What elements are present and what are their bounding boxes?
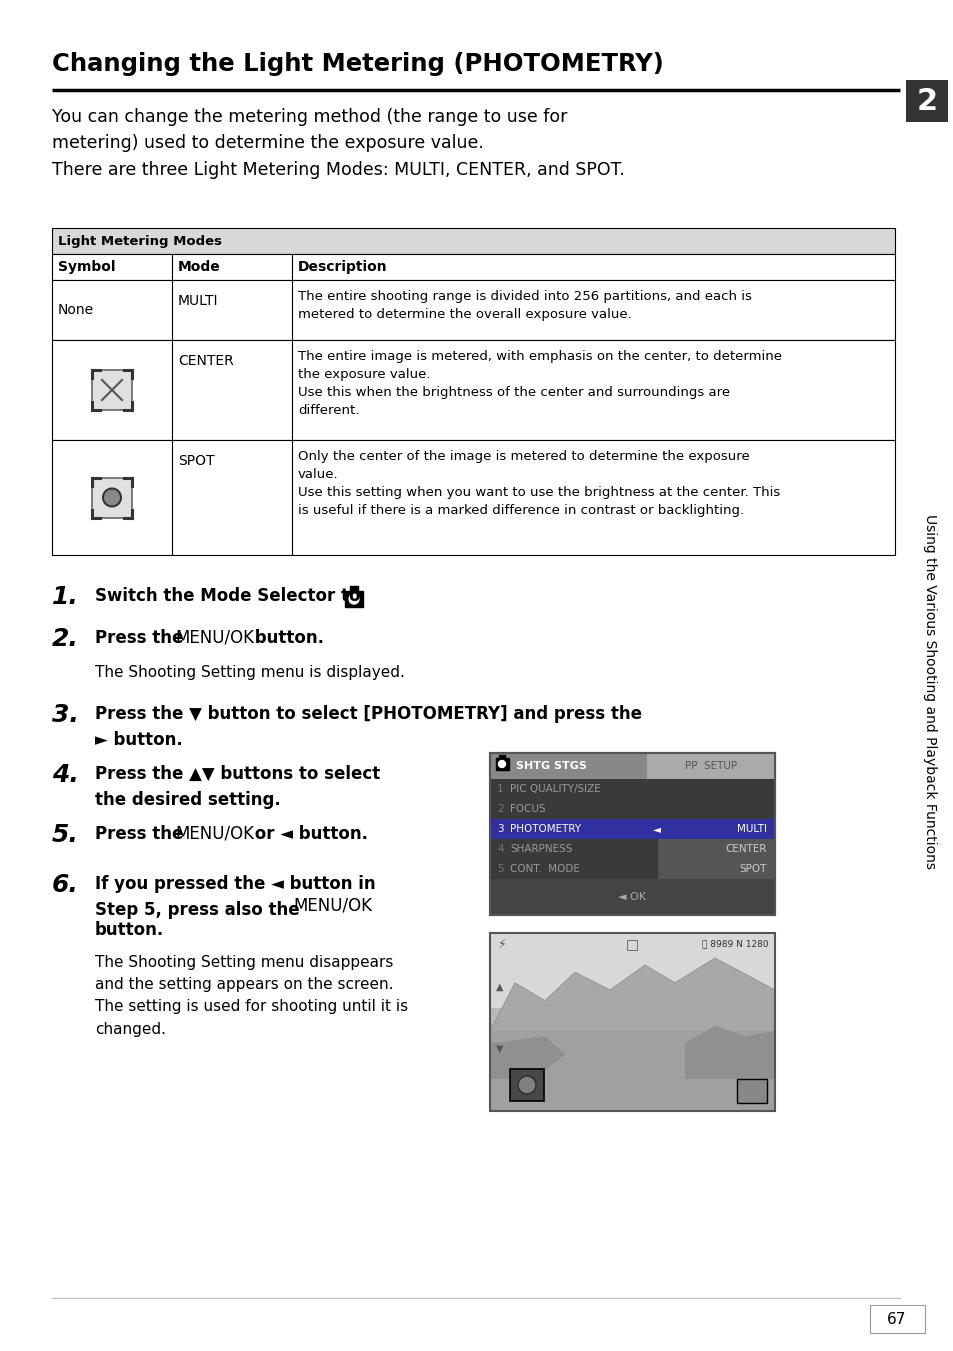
Bar <box>490 753 646 780</box>
Text: Light Metering Modes: Light Metering Modes <box>58 235 222 247</box>
Text: The entire image is metered, with emphasis on the center, to determine
the expos: The entire image is metered, with emphas… <box>297 350 781 417</box>
Text: button.: button. <box>95 921 164 939</box>
Bar <box>490 934 774 1008</box>
Bar <box>646 753 774 780</box>
Polygon shape <box>490 958 774 1043</box>
Text: You can change the metering method (the range to use for
metering) used to deter: You can change the metering method (the … <box>52 108 624 178</box>
Text: 67: 67 <box>886 1312 905 1327</box>
Text: 1: 1 <box>497 784 503 794</box>
Bar <box>490 753 774 915</box>
Bar <box>52 228 894 254</box>
Polygon shape <box>684 1025 774 1079</box>
Bar <box>510 1069 543 1101</box>
Text: 2: 2 <box>497 804 503 815</box>
Text: 4.: 4. <box>52 763 79 788</box>
Text: MENU/OK: MENU/OK <box>174 630 253 647</box>
Text: 3: 3 <box>497 824 503 834</box>
Bar <box>52 340 894 440</box>
Bar <box>658 839 774 859</box>
Text: 5.: 5. <box>52 823 79 847</box>
Bar <box>91 370 132 409</box>
Circle shape <box>517 1075 536 1094</box>
Text: SPOT: SPOT <box>178 454 214 467</box>
Text: MENU/OK: MENU/OK <box>174 825 253 843</box>
Text: Changing the Light Metering (PHOTOMETRY): Changing the Light Metering (PHOTOMETRY) <box>52 51 663 76</box>
Text: Press the: Press the <box>95 825 183 843</box>
Text: Press the ▲▼ buttons to select
the desired setting.: Press the ▲▼ buttons to select the desir… <box>95 765 380 809</box>
Bar <box>490 839 774 859</box>
Text: 4: 4 <box>497 844 503 854</box>
Circle shape <box>498 761 505 767</box>
Text: FOCUS: FOCUS <box>510 804 545 815</box>
Text: MENU/OK: MENU/OK <box>293 897 372 915</box>
Polygon shape <box>490 1036 564 1079</box>
Text: ◄: ◄ <box>652 824 660 834</box>
Text: MULTI: MULTI <box>737 824 766 834</box>
Text: Press the ▼ button to select [PHOTOMETRY] and press the
► button.: Press the ▼ button to select [PHOTOMETRY… <box>95 705 641 750</box>
Text: ▲: ▲ <box>496 981 503 992</box>
Text: ◄ OK: ◄ OK <box>618 892 646 902</box>
Text: 6.: 6. <box>52 873 79 897</box>
Bar <box>490 880 774 915</box>
Text: None: None <box>58 303 94 317</box>
Text: SPOT: SPOT <box>739 865 766 874</box>
Text: 3.: 3. <box>52 703 79 727</box>
Bar <box>490 780 774 798</box>
Bar <box>490 798 774 819</box>
Text: SHTG STGS: SHTG STGS <box>516 761 586 771</box>
Circle shape <box>103 489 121 507</box>
Text: PIC QUALITY/SIZE: PIC QUALITY/SIZE <box>510 784 600 794</box>
Text: Switch the Mode Selector to: Switch the Mode Selector to <box>95 586 366 605</box>
Text: 5: 5 <box>497 865 503 874</box>
Bar <box>490 819 774 839</box>
Text: Using the Various Shooting and Playback Functions: Using the Various Shooting and Playback … <box>923 513 936 869</box>
Text: ▼: ▼ <box>496 1044 503 1054</box>
Text: The Shooting Setting menu disappears
and the setting appears on the screen.
The : The Shooting Setting menu disappears and… <box>95 955 408 1036</box>
Bar <box>52 440 894 555</box>
Text: Mode: Mode <box>178 259 220 274</box>
Text: PP  SETUP: PP SETUP <box>684 761 736 771</box>
Bar <box>905 80 947 122</box>
Text: If you pressed the ◄ button in
Step 5, press also the: If you pressed the ◄ button in Step 5, p… <box>95 875 375 920</box>
Text: 団 8989 N 1280: 団 8989 N 1280 <box>701 939 768 948</box>
Text: 2: 2 <box>916 86 937 115</box>
Bar <box>496 758 509 770</box>
Bar <box>52 280 894 340</box>
Text: CENTER: CENTER <box>724 844 766 854</box>
Text: PHOTOMETRY: PHOTOMETRY <box>510 824 580 834</box>
Text: button.: button. <box>249 630 324 647</box>
Bar <box>345 590 363 607</box>
Bar <box>490 753 774 915</box>
Text: The Shooting Setting menu is displayed.: The Shooting Setting menu is displayed. <box>95 665 404 680</box>
Text: ⚡: ⚡ <box>497 938 506 951</box>
Text: CONT.  MODE: CONT. MODE <box>510 865 579 874</box>
Text: □: □ <box>625 938 639 951</box>
Text: Only the center of the image is metered to determine the exposure
value.
Use thi: Only the center of the image is metered … <box>297 450 780 517</box>
Bar <box>498 755 504 759</box>
Text: Symbol: Symbol <box>58 259 115 274</box>
Bar <box>350 586 357 590</box>
Text: SHARPNESS: SHARPNESS <box>510 844 572 854</box>
Bar <box>737 1079 766 1102</box>
Text: Description: Description <box>297 259 387 274</box>
Bar <box>869 1305 924 1333</box>
Text: 2.: 2. <box>52 627 79 651</box>
Text: The entire shooting range is divided into 256 partitions, and each is
metered to: The entire shooting range is divided int… <box>297 290 751 322</box>
Bar <box>52 254 894 280</box>
Text: or ◄ button.: or ◄ button. <box>249 825 368 843</box>
Text: Press the: Press the <box>95 630 183 647</box>
Circle shape <box>349 594 358 604</box>
Bar <box>490 934 774 1111</box>
Bar <box>658 859 774 880</box>
Bar <box>91 477 132 517</box>
Bar <box>490 859 774 880</box>
Text: MULTI: MULTI <box>178 295 218 308</box>
Text: CENTER: CENTER <box>178 354 233 367</box>
Bar <box>490 934 774 1111</box>
Text: 1.: 1. <box>52 585 79 609</box>
Bar <box>490 1031 774 1111</box>
